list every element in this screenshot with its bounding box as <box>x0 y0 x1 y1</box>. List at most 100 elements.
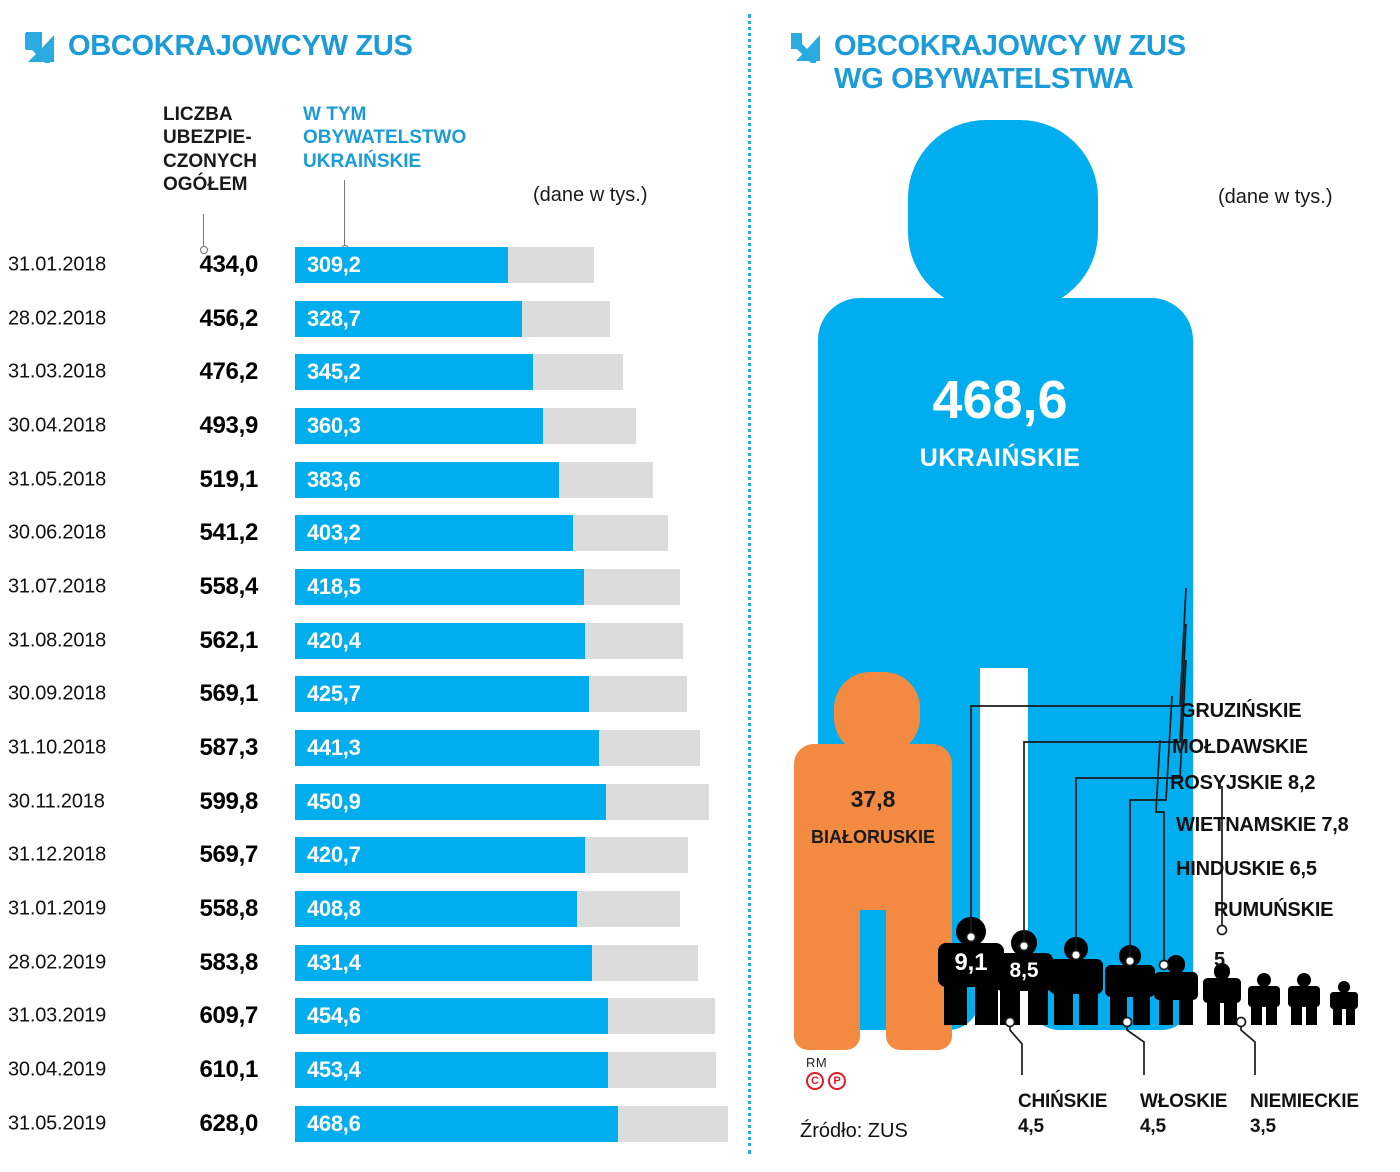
table-row: 31.03.2018 476,2 345,2 <box>0 345 748 399</box>
table-row: 31.05.2019 628,0 468,6 <box>0 1097 748 1151</box>
mini-figure-body <box>1247 985 1281 1007</box>
row-bar-fill: 454,6 <box>295 998 609 1035</box>
legend-item-label: HINDUSKIE <box>1176 858 1285 880</box>
row-date: 30.11.2018 <box>8 790 105 813</box>
table-row: 30.06.2018 541,2 403,2 <box>0 506 748 560</box>
row-total-value: 569,7 <box>199 841 258 869</box>
table-row: 30.11.2018 599,8 450,9 <box>0 775 748 829</box>
row-bar-fill: 345,2 <box>295 354 533 391</box>
table-row: 31.12.2018 569,7 420,7 <box>0 829 748 883</box>
row-date: 31.08.2018 <box>8 629 107 652</box>
legend-item: WIETNAMSKIE 7,8 <box>1176 814 1349 837</box>
row-date: 30.06.2018 <box>8 521 107 544</box>
row-bar-track: 468,6 <box>295 1105 728 1142</box>
row-bar-track: 450,9 <box>295 783 709 820</box>
row-bar-label: 383,6 <box>307 466 361 492</box>
mini-figure-leg-left <box>1158 994 1174 1025</box>
row-bar-fill: 309,2 <box>295 246 509 283</box>
legend-item-value: 5 <box>1214 949 1225 971</box>
right-header: OBCOKRAJOWCY W ZUS WG OBYWATELSTWA <box>790 30 1186 96</box>
arrow-down-right-icon <box>25 32 54 63</box>
table-row: 30.04.2018 493,9 360,3 <box>0 399 748 453</box>
mini-figure-leg-left <box>944 977 967 1025</box>
mini-figure <box>1287 973 1321 1025</box>
legend-item-value: 8,2 <box>1282 772 1316 794</box>
legend-item: RUMUŃSKIE 5 <box>1214 898 1334 973</box>
row-bar-fill: 420,4 <box>295 622 585 659</box>
legend-item: GRUZIŃSKIE <box>1180 700 1302 723</box>
row-bar-track: 454,6 <box>295 998 716 1035</box>
table-row: 28.02.2019 583,8 431,4 <box>0 936 748 990</box>
row-total-value: 609,7 <box>199 1002 258 1030</box>
mini-figure-head <box>1011 930 1037 956</box>
table-row: 31.05.2018 519,1 383,6 <box>0 453 748 507</box>
row-bar-label: 420,7 <box>307 842 361 868</box>
row-bar-label: 309,2 <box>307 251 361 277</box>
row-bar-track: 431,4 <box>295 944 698 981</box>
row-bar-fill: 453,4 <box>295 1052 608 1089</box>
copyright-icon: C <box>806 1072 824 1090</box>
row-date: 31.05.2018 <box>8 468 107 491</box>
row-bar-track: 418,5 <box>295 568 680 605</box>
legend-item: ROSYJSKIE 8,2 <box>1170 772 1315 795</box>
row-date: 31.01.2019 <box>8 897 107 920</box>
mini-figure-value: 9,1 <box>954 949 988 977</box>
left-title: OBCOKRAJOWCYW ZUS <box>68 30 413 62</box>
mini-figure-leg-right <box>1265 1002 1277 1025</box>
row-date: 31.10.2018 <box>8 736 107 759</box>
mini-figure-leg-right <box>1224 997 1238 1025</box>
arrow-down-right-icon <box>791 33 820 63</box>
row-bar-label: 345,2 <box>307 359 361 385</box>
row-bar-track: 345,2 <box>295 354 624 391</box>
row-bar-label: 454,6 <box>307 1003 361 1029</box>
row-bar-track: 309,2 <box>295 246 595 283</box>
mini-figure: 8,5 <box>994 930 1054 1025</box>
figure-ukrainian-value: 468,6 <box>932 369 1068 430</box>
mini-figure-leg-left <box>1291 1002 1303 1025</box>
row-total-value: 558,8 <box>199 895 258 923</box>
row-bar-fill: 403,2 <box>295 515 574 552</box>
legend-item-label: RUMUŃSKIE <box>1214 899 1334 921</box>
row-bar-label: 408,8 <box>307 896 361 922</box>
mini-figure-head <box>1338 981 1350 993</box>
row-bar-track: 360,3 <box>295 407 636 444</box>
row-total-value: 541,2 <box>199 519 258 547</box>
row-bar-track: 425,7 <box>295 676 688 713</box>
table-row: 31.01.2019 558,8 408,8 <box>0 882 748 936</box>
table-row: 30.04.2019 610,1 453,4 <box>0 1043 748 1097</box>
row-bar-label: 431,4 <box>307 949 361 975</box>
row-total-value: 519,1 <box>199 465 258 493</box>
mini-figure-leg-left <box>1110 989 1127 1025</box>
data-table: 31.01.2018 434,0 309,2 28.02.2018 456,2 328,7… <box>0 238 748 1151</box>
pictogram-area: 468,6 UKRAIŃSKIE 37,8 BIAŁORUSKIE 9,1 8,5 <box>752 0 1400 1172</box>
pointer-line-total <box>199 214 208 254</box>
mini-figure-leg-right <box>1345 1005 1355 1025</box>
row-total-value: 628,0 <box>199 1109 258 1137</box>
mini-figure-head <box>1213 963 1231 980</box>
figure-ukrainian-label: UKRAIŃSKIE <box>919 444 1081 473</box>
legend-item: WŁOSKIE 4,5 <box>1140 1090 1227 1139</box>
row-bar-fill: 360,3 <box>295 407 544 444</box>
mini-figure-leg-left <box>1054 986 1073 1025</box>
mini-figure-leg-right <box>1305 1002 1317 1025</box>
panel-divider <box>748 14 751 1154</box>
mini-figure-leg-left <box>1000 983 1021 1025</box>
legend-item-label: CHIŃSKIE <box>1018 1091 1108 1112</box>
table-row: 31.10.2018 587,3 441,3 <box>0 721 748 775</box>
row-bar-track: 441,3 <box>295 730 700 767</box>
legend-item: HINDUSKIE 6,5 <box>1176 858 1317 881</box>
mini-figure-head <box>1064 937 1088 961</box>
mini-figure-head <box>1119 945 1141 967</box>
table-row: 31.08.2018 562,1 420,4 <box>0 614 748 668</box>
table-row: 30.09.2018 569,1 425,7 <box>0 668 748 722</box>
legend-item-label: MOŁDAWSKIE <box>1172 736 1308 758</box>
mini-figure <box>1202 963 1242 1025</box>
row-bar-fill: 431,4 <box>295 944 593 981</box>
row-bar-label: 418,5 <box>307 573 361 599</box>
row-bar-track: 328,7 <box>295 300 610 337</box>
row-date: 31.03.2018 <box>8 360 107 383</box>
row-bar-label: 328,7 <box>307 305 361 331</box>
row-bar-fill: 418,5 <box>295 568 584 605</box>
figure-belarusian-value-block: 37,8 BIAŁORUSKIE <box>794 770 952 848</box>
